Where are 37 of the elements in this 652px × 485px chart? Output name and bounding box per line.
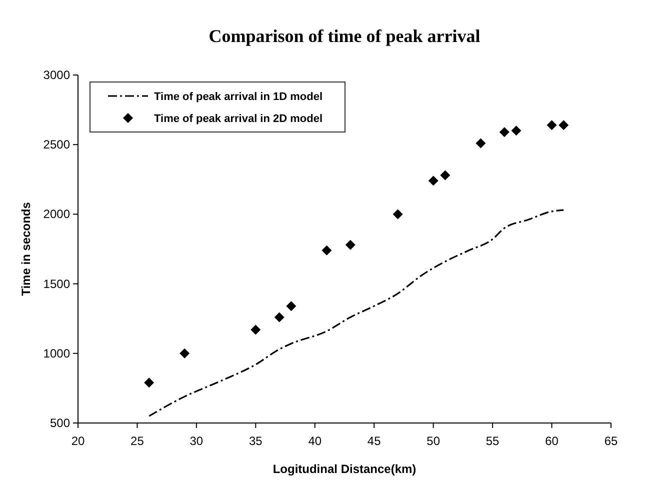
- y-tick-label: 2000: [43, 207, 70, 222]
- point: [546, 120, 557, 130]
- point: [180, 348, 190, 358]
- point: [428, 176, 438, 186]
- x-tick-label: 65: [604, 434, 618, 448]
- legend-label: Time of peak arrival in 2D model: [154, 113, 323, 125]
- x-tick-label: 50: [426, 434, 440, 448]
- y-axis-title: Time in seconds: [19, 202, 33, 296]
- y-tick-label: 1000: [43, 346, 70, 360]
- x-tick-label: 30: [190, 434, 204, 448]
- x-tick-label: 20: [71, 434, 85, 448]
- x-tick-label: 55: [486, 434, 500, 448]
- point: [499, 127, 510, 138]
- x-tick-label: 40: [308, 434, 322, 448]
- point: [274, 312, 284, 322]
- x-tick-label: 60: [545, 434, 559, 448]
- point: [250, 324, 261, 335]
- y-tick-label: 3000: [43, 68, 70, 82]
- y-tick-label: 500: [50, 416, 70, 430]
- point: [144, 378, 154, 388]
- line-series: [148, 209, 564, 417]
- point: [322, 245, 332, 256]
- point: [476, 138, 486, 148]
- point: [440, 170, 450, 180]
- x-tick-label: 45: [367, 434, 382, 448]
- x-tick-label: 35: [248, 434, 263, 448]
- point: [511, 126, 522, 136]
- point: [558, 120, 569, 130]
- x-tick-label: 25: [130, 434, 144, 448]
- y-tick-label: 2500: [43, 138, 70, 152]
- chart-title: Comparison of time of peak arrival: [208, 26, 480, 46]
- point: [392, 209, 403, 220]
- x-axis-title: Logitudinal Distance(km): [272, 462, 416, 476]
- point: [286, 301, 296, 312]
- point: [345, 240, 356, 250]
- y-tick-label: 1500: [43, 276, 70, 291]
- legend-label: Time of peak arrival in 1D model: [154, 91, 323, 103]
